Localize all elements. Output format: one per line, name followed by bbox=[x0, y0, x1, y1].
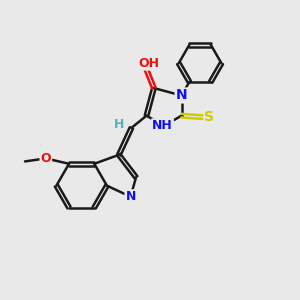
Text: O: O bbox=[40, 152, 51, 165]
Text: OH: OH bbox=[138, 57, 159, 70]
Text: H: H bbox=[114, 118, 124, 131]
Text: S: S bbox=[204, 110, 214, 124]
Text: N: N bbox=[176, 88, 187, 103]
Text: N: N bbox=[125, 190, 136, 203]
Text: NH: NH bbox=[152, 119, 173, 132]
